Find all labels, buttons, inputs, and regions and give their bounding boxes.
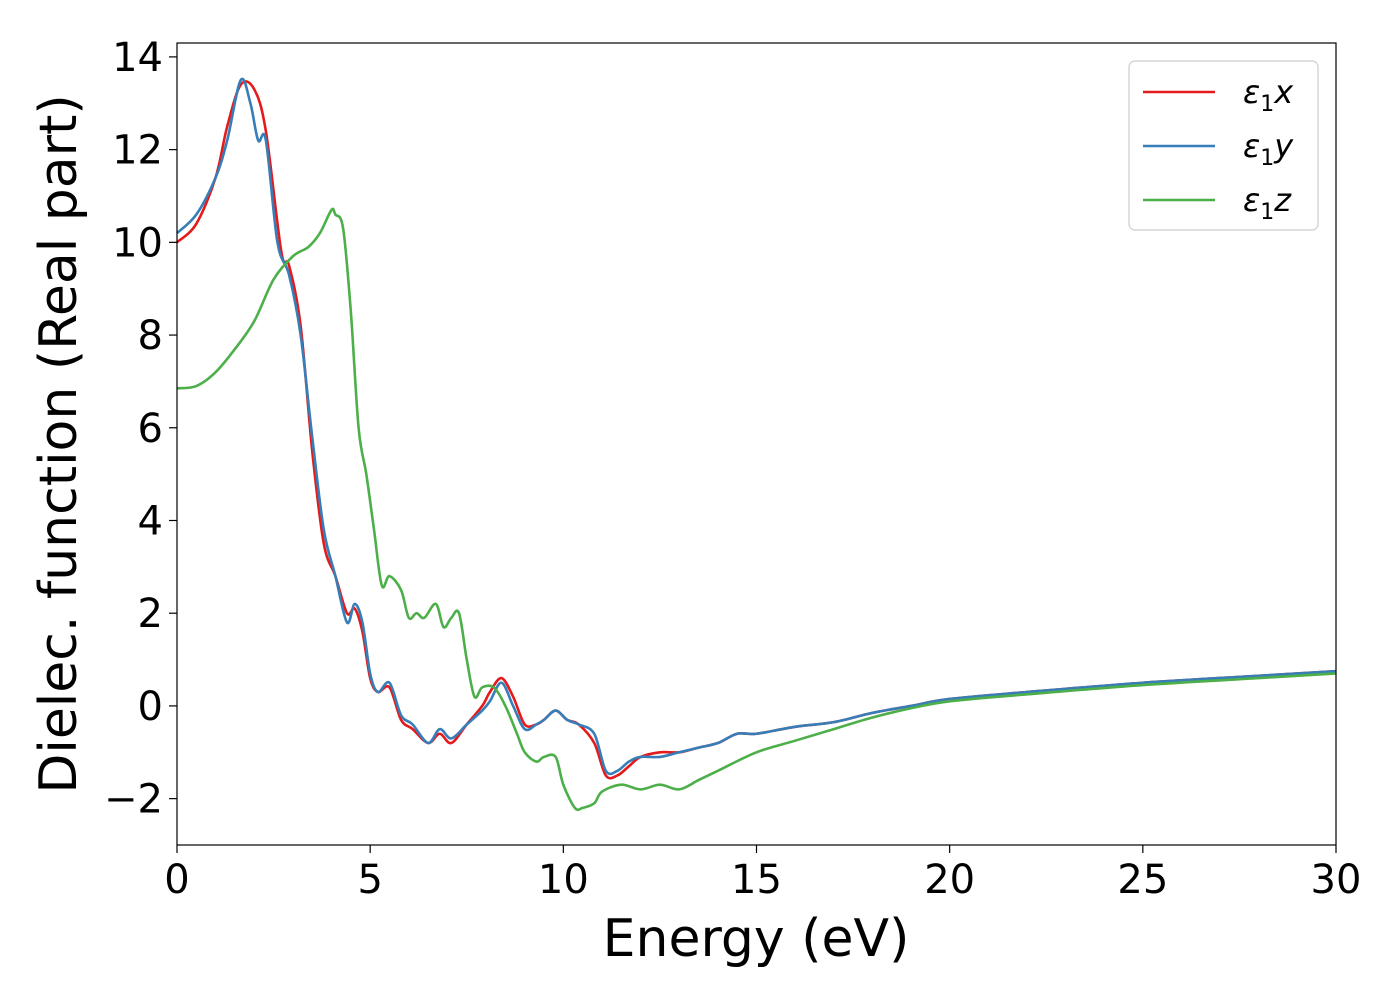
y-tick-label: 12 [112, 128, 163, 174]
y-tick-label: 2 [138, 591, 163, 637]
y-tick-label: 10 [112, 220, 163, 266]
x-axis: 0 5 10 15 20 25 30 [164, 845, 1361, 903]
y-tick-label: −2 [104, 777, 163, 823]
legend-subscript: 1 [1260, 200, 1274, 225]
legend-symbol: ε [1243, 73, 1260, 111]
x-tick-label: 20 [924, 857, 975, 903]
x-tick-label: 0 [164, 857, 189, 903]
legend-suffix: z [1273, 181, 1292, 219]
x-tick-label: 15 [731, 857, 782, 903]
legend-label-z: ε1z [1243, 181, 1292, 225]
y-tick-label: 6 [138, 406, 163, 452]
x-tick-label: 30 [1311, 857, 1362, 903]
legend-symbol: ε [1243, 181, 1260, 219]
y-axis: −2 0 2 4 6 8 10 12 14 [104, 35, 177, 823]
legend-subscript: 1 [1260, 146, 1274, 171]
y-tick-label: 14 [112, 35, 163, 81]
legend-symbol: ε [1243, 127, 1260, 165]
legend-suffix: x [1273, 73, 1294, 111]
series-layer [176, 77, 1337, 812]
y-tick-label: 0 [138, 684, 163, 730]
x-tick-label: 5 [357, 857, 382, 903]
y-tick-label: 4 [138, 498, 163, 544]
y-tick-label: 8 [138, 313, 163, 359]
x-tick-label: 25 [1117, 857, 1168, 903]
x-axis-title: Energy (eV) [603, 909, 910, 969]
y-axis-title: Dielec. function (Real part) [29, 94, 89, 793]
legend-subscript: 1 [1260, 92, 1274, 117]
legend-label-x: ε1x [1243, 73, 1294, 117]
legend-box [1128, 60, 1319, 231]
legend-label-y: ε1y [1243, 127, 1294, 171]
legend-suffix: y [1273, 127, 1294, 165]
series-line-z [176, 207, 1337, 812]
x-tick-label: 10 [538, 857, 589, 903]
